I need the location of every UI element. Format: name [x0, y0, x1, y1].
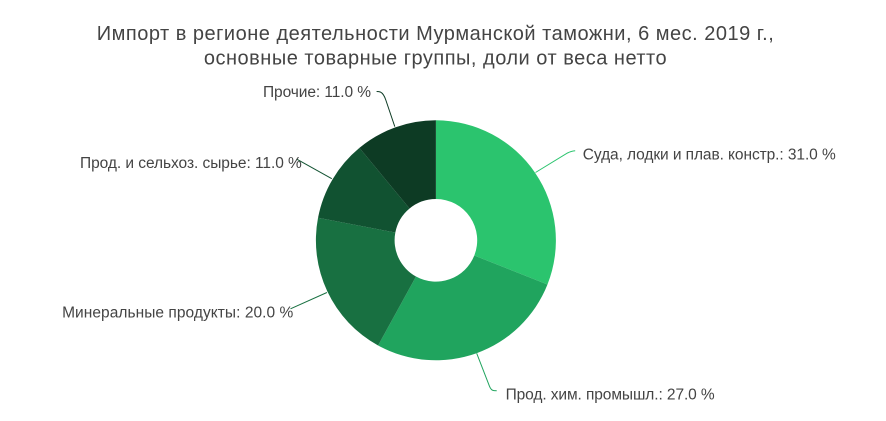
svg-text:Импорт в регионе деятельности: Импорт в регионе деятельности Мурманской…: [97, 23, 775, 45]
svg-text:основные товарные группы, доли: основные товарные группы, доли от веса н…: [204, 48, 667, 70]
svg-text:Прод. хим. промышл.: 27.0 %: Прод. хим. промышл.: 27.0 %: [506, 386, 715, 403]
svg-text:Прод. и сельхоз. сырье: 11.0 %: Прод. и сельхоз. сырье: 11.0 %: [80, 155, 302, 172]
svg-text:Прочие: 11.0 %: Прочие: 11.0 %: [263, 84, 371, 101]
svg-text:Минеральные продукты: 20.0 %: Минеральные продукты: 20.0 %: [62, 304, 293, 321]
svg-text:Суда, лодки и плав. констр.: 3: Суда, лодки и плав. констр.: 31.0 %: [583, 147, 836, 164]
